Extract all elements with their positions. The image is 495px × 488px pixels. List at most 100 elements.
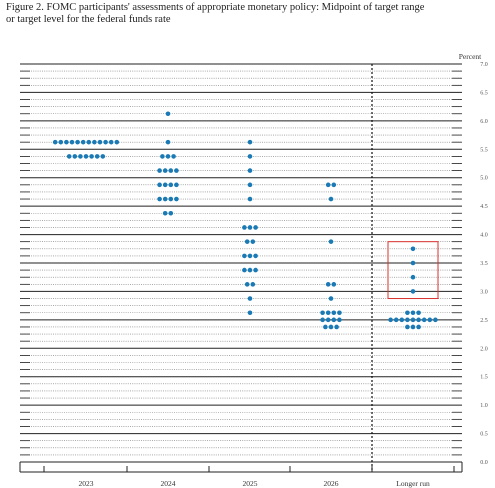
participant-dot: [253, 253, 258, 259]
participant-dot: [325, 317, 331, 323]
x-category-label: 2026: [324, 479, 339, 488]
participant-dot: [410, 274, 416, 280]
participant-dot: [92, 139, 97, 145]
chart-title-line1: Figure 2. FOMC participants' assessments…: [6, 2, 425, 13]
participant-dot: [165, 154, 171, 159]
participant-dot: [405, 310, 410, 316]
participant-dot: [410, 246, 416, 252]
participant-dot: [165, 139, 171, 145]
participant-dot: [247, 253, 253, 259]
participant-dot: [162, 210, 168, 216]
participant-dot: [100, 154, 106, 159]
participant-dot: [247, 225, 253, 230]
participant-dot: [162, 168, 168, 173]
participant-dot: [242, 225, 247, 230]
participant-dot: [247, 267, 253, 273]
participant-dot: [58, 139, 64, 145]
y-tick-label: 6.0: [480, 119, 488, 125]
participant-dot: [247, 168, 253, 173]
participant-dot: [331, 182, 337, 188]
participant-dot: [157, 182, 162, 188]
participant-dot: [168, 210, 174, 216]
participant-dot: [328, 239, 334, 244]
participant-dot: [253, 225, 258, 230]
participant-dot: [69, 139, 75, 145]
participant-dot: [97, 139, 103, 145]
participant-dot: [83, 154, 89, 159]
participant-dot: [165, 111, 171, 117]
x-category-label: 2025: [243, 479, 258, 488]
participant-dot: [325, 282, 331, 287]
participant-dot: [168, 182, 174, 188]
participant-dot: [410, 289, 416, 294]
participant-dot: [114, 139, 120, 145]
participant-dot: [405, 317, 410, 323]
participant-dot: [89, 154, 94, 159]
y-tick-label: 3.5: [480, 261, 488, 267]
participant-dot: [331, 310, 337, 316]
y-tick-label: 6.5: [480, 90, 488, 96]
participant-dot: [328, 296, 334, 301]
participant-dot: [410, 260, 416, 266]
participant-dot: [337, 317, 342, 323]
participant-dot: [331, 317, 337, 323]
participant-dot: [174, 182, 179, 188]
chart-title-line2: or target level for the federal funds ra…: [6, 14, 171, 25]
participant-dot: [247, 196, 253, 202]
x-category-label: 2024: [161, 479, 176, 488]
participant-dot: [421, 317, 427, 323]
participant-dot: [320, 310, 325, 316]
participant-dot: [247, 182, 253, 188]
participant-dot: [433, 317, 438, 323]
participant-dot: [94, 154, 100, 159]
participant-dot: [247, 154, 253, 159]
participant-dot: [247, 139, 253, 145]
chart-title: Figure 2. FOMC participants' assessments…: [6, 2, 490, 26]
participant-dot: [103, 139, 108, 145]
participant-dot: [247, 310, 253, 316]
participant-dot: [244, 239, 250, 244]
participant-dot: [399, 317, 405, 323]
participant-dot: [325, 310, 331, 316]
highlight-box: [387, 241, 439, 300]
participant-dot: [388, 317, 393, 323]
participant-dot: [393, 317, 399, 323]
participant-dot: [64, 139, 69, 145]
participant-dot: [328, 324, 334, 330]
y-axis-label: Percent: [459, 52, 482, 61]
participant-dot: [416, 324, 421, 330]
participant-dot: [242, 267, 247, 273]
participant-dot: [410, 310, 416, 316]
x-category-label: 2023: [79, 479, 94, 488]
participant-dot: [242, 253, 247, 259]
participant-dot: [162, 182, 168, 188]
participant-dot: [323, 324, 328, 330]
y-tick-label: 0.0: [480, 460, 488, 466]
participant-dot: [160, 154, 165, 159]
participant-dot: [325, 182, 331, 188]
y-tick-label: 3.0: [480, 289, 488, 295]
participant-dot: [331, 282, 337, 287]
participant-dot: [168, 196, 174, 202]
participant-dot: [410, 317, 416, 323]
participant-dot: [171, 154, 176, 159]
participant-dot: [320, 317, 325, 323]
x-category-label: Longer run: [396, 479, 430, 488]
participant-dot: [66, 154, 72, 159]
participant-dot: [250, 239, 256, 244]
participant-dot: [108, 139, 114, 145]
y-tick-label: 1.5: [480, 375, 488, 381]
participant-dot: [334, 324, 339, 330]
participant-dot: [52, 139, 58, 145]
participant-dot: [405, 324, 410, 330]
participant-dot: [72, 154, 78, 159]
participant-dot: [86, 139, 92, 145]
participant-dot: [247, 296, 253, 301]
y-tick-label: 5.5: [480, 147, 488, 153]
participant-dot: [427, 317, 433, 323]
y-tick-label: 1.0: [480, 403, 488, 409]
y-tick-label: 2.5: [480, 318, 488, 324]
participant-dot: [174, 168, 179, 173]
y-tick-label: 4.5: [480, 204, 488, 210]
participant-dot: [168, 168, 174, 173]
